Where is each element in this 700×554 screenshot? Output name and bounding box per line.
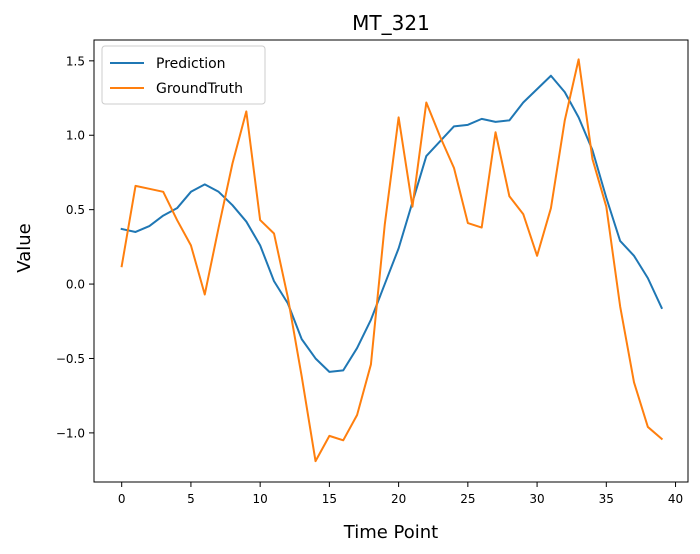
y-tick-label: −0.5 [56, 352, 85, 366]
plot-area: 0 5 10 15 20 25 30 35 40 −1.0 −0.5 0.0 0.5 1.0 1.5 [56, 39, 689, 506]
y-tick-label: 1.0 [66, 129, 85, 143]
x-tick-label: 25 [460, 492, 475, 506]
legend: Prediction GroundTruth [101, 45, 266, 105]
y-axis-label: Value [14, 223, 35, 272]
x-tick-label: 15 [322, 492, 337, 506]
x-tick-label: 20 [391, 492, 406, 506]
legend-label-groundtruth: GroundTruth [156, 81, 243, 97]
x-tick-label: 35 [599, 492, 614, 506]
series-line-prediction [120, 74, 664, 373]
y-tick-label: 1.5 [66, 54, 85, 68]
x-tick-label: 30 [529, 492, 544, 506]
legend-box [101, 45, 266, 105]
x-axis-label: Time Point [343, 522, 438, 543]
legend-label-prediction: Prediction [156, 56, 226, 72]
y-tick-label: 0.0 [66, 278, 85, 292]
axes-frame [93, 39, 689, 483]
series-line-groundtruth [120, 58, 664, 463]
x-tick-label: 10 [253, 492, 268, 506]
x-tick-label: 0 [118, 492, 126, 506]
x-tick-label: 5 [187, 492, 195, 506]
y-tick-label: 0.5 [66, 203, 85, 217]
chart-title: MT_321 [352, 11, 430, 35]
x-tick-label: 40 [668, 492, 683, 506]
y-tick-label: −1.0 [56, 426, 85, 440]
